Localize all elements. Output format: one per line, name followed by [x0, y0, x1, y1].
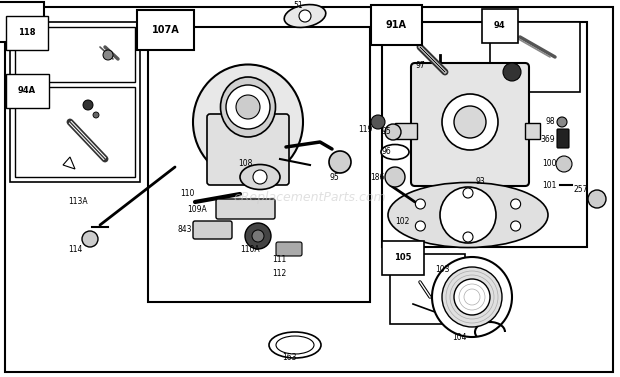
Ellipse shape: [269, 332, 321, 358]
Ellipse shape: [388, 182, 548, 247]
Text: 108: 108: [238, 158, 252, 167]
Circle shape: [415, 199, 425, 209]
Text: 96: 96: [382, 147, 392, 156]
Ellipse shape: [276, 336, 314, 354]
Text: 843: 843: [178, 225, 192, 234]
FancyBboxPatch shape: [216, 199, 275, 219]
Circle shape: [236, 95, 260, 119]
Text: 257: 257: [573, 184, 588, 193]
Circle shape: [245, 223, 271, 249]
Text: 101: 101: [542, 181, 556, 190]
Text: 113A: 113A: [68, 198, 87, 207]
Circle shape: [432, 257, 512, 337]
Ellipse shape: [381, 144, 409, 159]
Bar: [15, 27, 135, 82]
Text: 51: 51: [293, 2, 303, 11]
Circle shape: [503, 63, 521, 81]
Circle shape: [556, 156, 572, 172]
Text: 93: 93: [476, 176, 485, 185]
Bar: [525, 123, 540, 139]
FancyBboxPatch shape: [557, 129, 569, 148]
Text: 102: 102: [395, 218, 409, 227]
Circle shape: [93, 112, 99, 118]
FancyBboxPatch shape: [276, 242, 302, 256]
Circle shape: [440, 187, 496, 243]
Text: 369: 369: [540, 135, 555, 144]
Circle shape: [299, 10, 311, 22]
Bar: [490, 22, 580, 92]
Text: 91A: 91A: [386, 20, 407, 30]
Text: 94A: 94A: [18, 86, 36, 95]
Circle shape: [329, 151, 351, 173]
Text: 112: 112: [272, 268, 286, 277]
Text: eReplacementParts.com: eReplacementParts.com: [234, 190, 386, 204]
Bar: [390, 254, 465, 324]
Text: 107A: 107A: [152, 25, 180, 35]
Circle shape: [83, 100, 93, 110]
Text: 104: 104: [452, 333, 466, 342]
Text: 186: 186: [370, 173, 384, 181]
Circle shape: [454, 279, 490, 315]
Circle shape: [511, 199, 521, 209]
FancyBboxPatch shape: [411, 63, 529, 186]
Circle shape: [385, 124, 401, 140]
FancyBboxPatch shape: [207, 114, 289, 185]
Text: 111: 111: [272, 254, 286, 264]
Text: 95: 95: [382, 127, 392, 136]
Ellipse shape: [284, 5, 326, 28]
FancyBboxPatch shape: [193, 221, 232, 239]
Ellipse shape: [221, 77, 275, 137]
Text: 118: 118: [18, 28, 35, 37]
Bar: [10, 22, 140, 182]
Circle shape: [557, 117, 567, 127]
Text: 97: 97: [415, 60, 425, 69]
Text: 95: 95: [330, 173, 340, 181]
Text: 163: 163: [282, 352, 296, 362]
Text: 119: 119: [358, 126, 373, 135]
Text: 98: 98: [546, 118, 556, 127]
Bar: [148, 27, 370, 302]
Circle shape: [511, 221, 521, 231]
Polygon shape: [63, 157, 75, 169]
Text: 114: 114: [68, 245, 82, 253]
Text: 105: 105: [394, 253, 412, 262]
Circle shape: [253, 170, 267, 184]
Circle shape: [385, 167, 405, 187]
Bar: [382, 22, 587, 247]
Circle shape: [103, 50, 113, 60]
Bar: [395, 123, 417, 139]
Text: 110: 110: [180, 190, 195, 199]
Text: 94: 94: [494, 21, 506, 30]
Circle shape: [588, 190, 606, 208]
Ellipse shape: [193, 64, 303, 179]
Circle shape: [82, 231, 98, 247]
Ellipse shape: [240, 164, 280, 190]
Circle shape: [415, 221, 425, 231]
Circle shape: [463, 188, 473, 198]
Circle shape: [442, 267, 502, 327]
Text: 109A: 109A: [187, 204, 206, 213]
Circle shape: [371, 115, 385, 129]
Circle shape: [226, 85, 270, 129]
Circle shape: [454, 106, 486, 138]
Text: 110A: 110A: [240, 245, 260, 254]
Bar: [15, 87, 135, 177]
Circle shape: [463, 232, 473, 242]
Circle shape: [252, 230, 264, 242]
Circle shape: [442, 94, 498, 150]
Text: 100: 100: [542, 159, 557, 169]
Text: 103: 103: [435, 265, 449, 273]
Text: 90A: 90A: [8, 17, 29, 27]
